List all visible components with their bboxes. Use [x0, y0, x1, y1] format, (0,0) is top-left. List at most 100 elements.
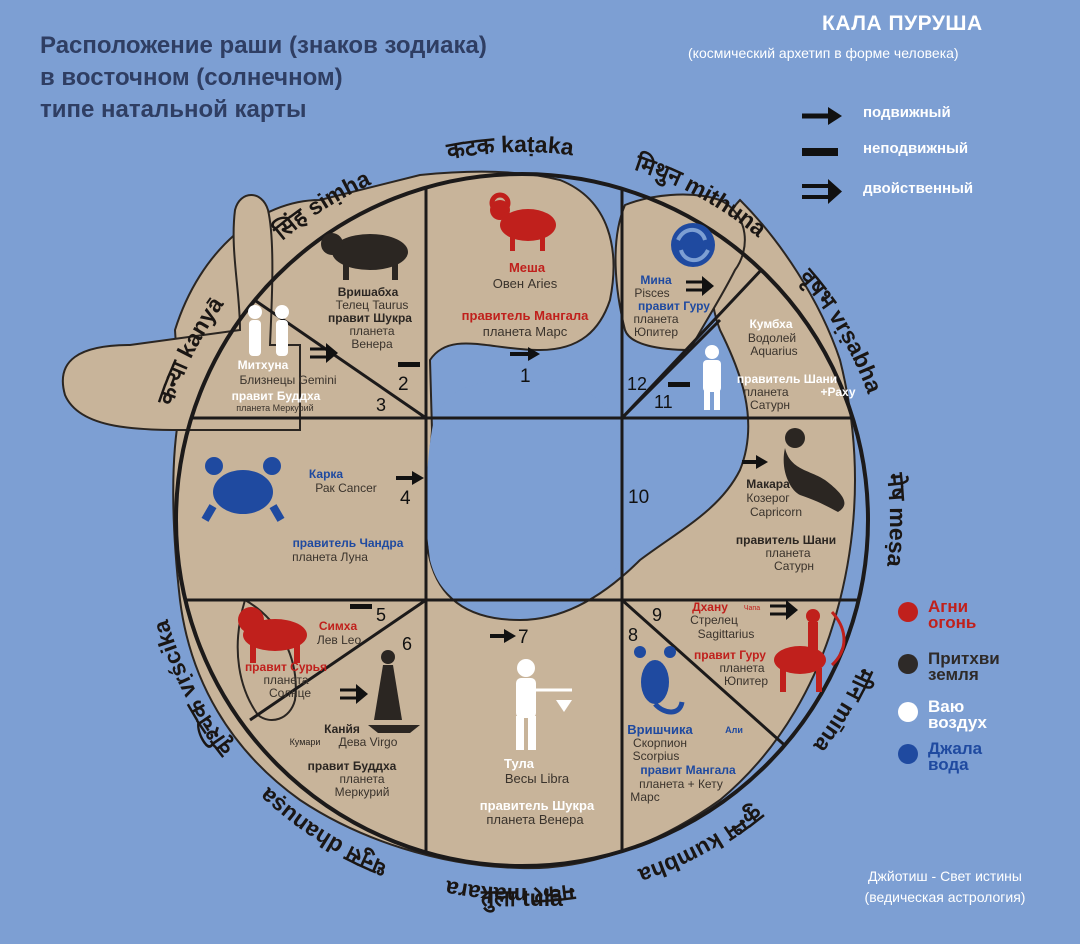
house-9-number: 9 [652, 605, 662, 625]
house-5-planet-name: Солнце [269, 686, 311, 700]
body-raised-arm [61, 194, 301, 431]
house-7-name: Тула [504, 756, 535, 771]
legend-fixed-label: неподвижный [863, 140, 969, 157]
water-dot-icon [898, 744, 918, 764]
house-1-number: 1 [520, 366, 531, 387]
house-12-planet-name: Юпитер [634, 325, 678, 339]
dual-arrow-icon [686, 276, 714, 296]
house-12-ruler: правит Гуру [638, 299, 710, 313]
house-4-planet: планета Луна [292, 550, 368, 564]
scorpion-icon [634, 646, 685, 715]
scales-figure-icon [516, 659, 572, 750]
water-bearer-icon [703, 345, 721, 410]
title-line-2: в восточном (солнечном) [40, 64, 343, 91]
house-3: Митхуна Близнецы Gemini правит Буддха пл… [232, 305, 386, 415]
house-9-alt-name: Чапа [744, 605, 760, 612]
single-arrow-icon [802, 107, 842, 125]
house-1-ruler: правитель Мангала [462, 308, 589, 323]
house-11-sign-latin: Aquarius [750, 344, 797, 358]
maiden-icon [368, 650, 420, 733]
ring-label-tula: तुला tulā [480, 885, 563, 913]
house-8: 8 Вришчика Али Скорпион Scorpius правит … [627, 625, 743, 804]
house-8-name: Вришчика [627, 722, 693, 737]
dual-arrow-icon [310, 343, 338, 363]
sea-goat-icon [783, 428, 845, 512]
element-vayu-meaning: воздух [928, 713, 987, 732]
house-5: 5 Симха Лев Leo правит Сурья планета Сол… [238, 604, 386, 700]
house-12-sign: Pisces [634, 286, 669, 300]
lion-icon [238, 607, 307, 663]
house-4-ruler: правитель Чандра [293, 536, 404, 550]
house-5-planet: планета [263, 673, 308, 687]
house-8-alt-name: Али [725, 725, 743, 735]
house-7-ruler: правитель Шукра [480, 798, 595, 813]
dual-arrow-icon [340, 684, 368, 704]
house-6-planet: планета [339, 772, 384, 786]
house-9-sign: Стрелец [690, 613, 738, 627]
inner-void [426, 379, 628, 615]
house-7-planet: планета Венера [486, 812, 584, 827]
house-10-sign-latin: Capricorn [750, 505, 802, 519]
house-4-number: 4 [400, 488, 411, 509]
house-2-planet-name: Венера [351, 337, 393, 351]
fixed-bar-icon [668, 382, 690, 387]
movable-arrow-icon [396, 471, 424, 485]
house-11-number: 11 [654, 392, 673, 412]
legend-movable: подвижный [800, 100, 1050, 130]
house-12: Мина Pisces правит Гуру планета Юпитер 1… [627, 223, 715, 394]
house-4-name: Карка [309, 467, 343, 481]
credit-line-1: Джйотиш - Свет истины [868, 868, 1022, 884]
house-9-ruler: правит Гуру [694, 648, 766, 662]
house-9-sign-latin: Sagittarius [698, 627, 755, 641]
house-2-sign: Телец Taurus [336, 298, 409, 312]
archer-icon [774, 609, 846, 692]
air-dot-icon [898, 702, 918, 722]
house-8-planet: планета + Кету [639, 777, 723, 791]
house-1-sign: Овен Aries [493, 276, 558, 291]
house-11-ruler: правитель Шани [737, 372, 837, 386]
element-prithvi-meaning: земля [928, 665, 979, 684]
bar-icon [802, 148, 838, 156]
fish-icon [671, 223, 715, 267]
movable-arrow-icon [742, 455, 768, 469]
house-8-number: 8 [628, 625, 638, 645]
house-10-name: Макара [746, 477, 790, 491]
house-3-ruler: правит Буддха [232, 389, 321, 403]
fixed-bar-icon [398, 362, 420, 367]
house-10-ruler: правитель Шани [736, 533, 836, 547]
house-3-number: 3 [376, 395, 386, 415]
element-jala-name: Джала [928, 739, 983, 758]
house-9-planet: планета [719, 661, 764, 675]
house-4-sign: Рак Cancer [315, 481, 377, 495]
movable-arrow-icon [510, 347, 540, 361]
kala-purusha-subtitle: (космический архетип в форме человека) [688, 45, 959, 61]
house-3-name: Митхуна [238, 358, 289, 372]
house-12-number: 12 [627, 374, 647, 394]
bull-icon [321, 233, 408, 280]
house-7-number: 7 [518, 627, 529, 648]
twins-icon [248, 305, 289, 356]
house-1: Меша Овен Aries правитель Мангала планет… [462, 192, 589, 387]
house-12-planet: планета [633, 312, 678, 326]
house-6-number: 6 [402, 634, 412, 654]
house-1-name: Меша [509, 260, 546, 275]
house-10: 10 Макара Козерог Capricorn правитель Ша… [628, 428, 845, 573]
legend-dual-label: двойственный [863, 180, 974, 197]
house-6-planet-name: Меркурий [335, 785, 390, 799]
house-2-number: 2 [398, 374, 409, 395]
credit-line-2: (ведическая астрология) [864, 889, 1026, 905]
house-2-ruler: правит Шукра [328, 311, 412, 325]
ram-icon [489, 192, 556, 251]
house-10-sign: Козерог [746, 491, 790, 505]
house-6-ruler: правит Буддха [308, 759, 397, 773]
house-2-name: Вришабха [338, 285, 399, 299]
element-prithvi-name: Притхви [928, 649, 1000, 668]
house-10-number: 10 [628, 487, 649, 508]
house-11-name: Кумбха [749, 317, 792, 331]
earth-dot-icon [898, 654, 918, 674]
movable-arrow-icon [490, 629, 516, 643]
house-3-planet: планета Меркурий [236, 403, 313, 413]
ring-label-mesa: मेष meṣa [882, 471, 911, 569]
fire-dot-icon [898, 602, 918, 622]
house-11-planet: планета [743, 385, 788, 399]
